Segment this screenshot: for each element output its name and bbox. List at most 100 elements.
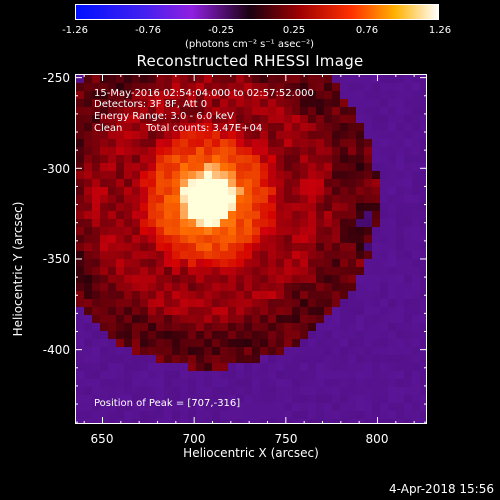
heatmap-cell (348, 115, 357, 124)
heatmap-cell (172, 235, 181, 244)
heatmap-cell (292, 139, 301, 148)
heatmap-cell (252, 363, 261, 372)
heatmap-cell (372, 355, 381, 364)
heatmap-cell (204, 379, 213, 388)
heatmap-cell (100, 107, 109, 116)
heatmap-cell (84, 299, 93, 308)
heatmap-cell (124, 75, 133, 84)
heatmap-cell (100, 395, 109, 404)
heatmap-cell (172, 307, 181, 316)
heatmap-cell (140, 315, 149, 324)
heatmap-cell (108, 299, 117, 308)
heatmap-cell (348, 179, 357, 188)
heatmap-cell (172, 267, 181, 276)
heatmap-cell (108, 83, 117, 92)
heatmap-cell (100, 387, 109, 396)
heatmap-cell (380, 171, 389, 180)
heatmap-cell (356, 203, 365, 212)
heatmap-cell (116, 123, 125, 132)
heatmap-cell (228, 299, 237, 308)
heatmap-cell (228, 251, 237, 260)
heatmap-cell (380, 315, 389, 324)
heatmap-cell (308, 299, 317, 308)
heatmap-cell (212, 115, 221, 124)
heatmap-cell (356, 139, 365, 148)
heatmap-cell (132, 123, 141, 132)
heatmap-cell (252, 371, 261, 380)
heatmap-cell (100, 347, 109, 356)
heatmap-cell (220, 115, 229, 124)
heatmap-cell (308, 179, 317, 188)
heatmap-cell (412, 147, 421, 156)
heatmap-cell (300, 275, 309, 284)
heatmap-cell (212, 283, 221, 292)
heatmap-cell (372, 75, 381, 84)
heatmap-cell (92, 339, 101, 348)
heatmap-cell (292, 259, 301, 268)
heatmap-cell (364, 115, 373, 124)
heatmap-cell (292, 355, 301, 364)
heatmap-cell (364, 307, 373, 316)
heatmap-cell (308, 115, 317, 124)
heatmap-cell (116, 315, 125, 324)
heatmap-cell (404, 267, 413, 276)
heatmap-cell (204, 371, 213, 380)
heatmap-cell (116, 219, 125, 228)
heatmap-cell (388, 179, 397, 188)
heatmap-cell (180, 307, 189, 316)
heatmap-cell (276, 403, 285, 412)
heatmap-cell (172, 291, 181, 300)
heatmap-cell (236, 395, 245, 404)
peak-position-label: Position of Peak = [707,-316] (94, 398, 241, 409)
heatmap-cell (380, 131, 389, 140)
heatmap-cell (156, 299, 165, 308)
heatmap-cell (268, 235, 277, 244)
heatmap-cell (372, 347, 381, 356)
heatmap-cell (204, 347, 213, 356)
heatmap-cell (92, 259, 101, 268)
heatmap-cell (196, 307, 205, 316)
heatmap-cell (420, 259, 426, 268)
heatmap-cell (92, 243, 101, 252)
heatmap-cell (260, 371, 269, 380)
heatmap-cell (100, 131, 109, 140)
heatmap-cell (180, 371, 189, 380)
heatmap-cell (164, 315, 173, 324)
heatmap-cell (404, 131, 413, 140)
heatmap-cell (332, 363, 341, 372)
heatmap-cell (356, 387, 365, 396)
heatmap-cell (244, 339, 253, 348)
y-axis-label: Heliocentric Y (arcsec) (11, 201, 25, 337)
heatmap-cell (284, 291, 293, 300)
heatmap-cell (108, 211, 117, 220)
heatmap-cell (364, 123, 373, 132)
heatmap-cell (108, 195, 117, 204)
heatmap-cell (420, 283, 426, 292)
heatmap-cell (188, 211, 197, 220)
heatmap-cell (84, 331, 93, 340)
heatmap-cell (364, 227, 373, 236)
heatmap-cell (140, 419, 149, 423)
heatmap-cell (116, 179, 125, 188)
heatmap-cell (228, 179, 237, 188)
heatmap-cell (292, 155, 301, 164)
heatmap-cell (156, 347, 165, 356)
heatmap-cell (404, 235, 413, 244)
heatmap-cell (220, 355, 229, 364)
heatmap-cell (172, 211, 181, 220)
heatmap-cell (284, 307, 293, 316)
heatmap-cell (188, 323, 197, 332)
heatmap-cell (172, 347, 181, 356)
heatmap-cell (332, 283, 341, 292)
heatmap-cell (396, 147, 405, 156)
heatmap-cell (188, 403, 197, 412)
heatmap-cell (388, 395, 397, 404)
heatmap-cell (316, 203, 325, 212)
heatmap-cell (116, 139, 125, 148)
heatmap-cell (76, 179, 85, 188)
heatmap-cell (388, 195, 397, 204)
heatmap-cell (244, 379, 253, 388)
heatmap-cell (332, 155, 341, 164)
heatmap-cell (132, 283, 141, 292)
heatmap-cell (340, 147, 349, 156)
